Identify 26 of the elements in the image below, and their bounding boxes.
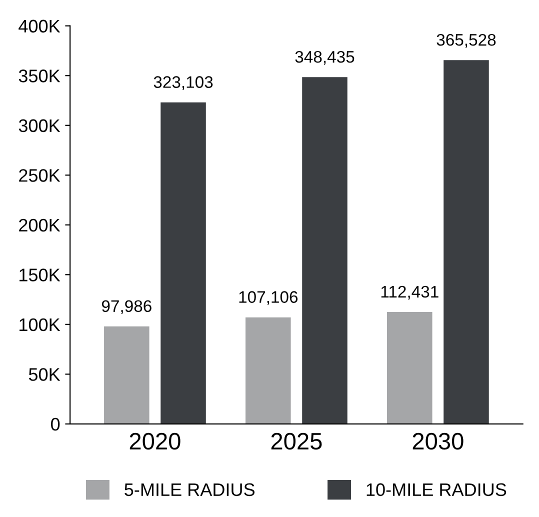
data-label: 107,106 xyxy=(239,291,298,305)
y-tick-label: 400K xyxy=(18,20,60,33)
y-tick-label: 100K xyxy=(20,318,60,332)
bar xyxy=(444,60,489,424)
data-label: 365,528 xyxy=(436,34,496,48)
y-tick-label: 200K xyxy=(19,218,60,232)
bar xyxy=(387,312,432,424)
y-tick-label: 300K xyxy=(18,119,60,132)
x-tick-label: 2020 xyxy=(130,432,180,450)
bar xyxy=(302,77,348,424)
bar xyxy=(160,102,206,424)
legend-label: 10-MILE RADIUS xyxy=(366,483,506,496)
y-tick-label: 250K xyxy=(19,169,60,182)
data-label: 323,103 xyxy=(154,76,213,90)
data-label: 112,431 xyxy=(381,286,438,300)
x-tick-label: 2030 xyxy=(412,432,464,450)
data-label: 348,435 xyxy=(295,50,354,65)
bar xyxy=(246,317,291,424)
y-tick-label: 150K xyxy=(20,268,60,282)
data-label: 97,986 xyxy=(102,300,152,314)
bar xyxy=(104,326,150,424)
y-tick-label: 350K xyxy=(18,70,60,82)
y-tick-label: 0 xyxy=(51,418,60,431)
y-tick-label: 50K xyxy=(28,368,60,381)
legend-label: 5-MILE RADIUS xyxy=(124,483,254,496)
x-tick-label: 2025 xyxy=(271,432,322,450)
